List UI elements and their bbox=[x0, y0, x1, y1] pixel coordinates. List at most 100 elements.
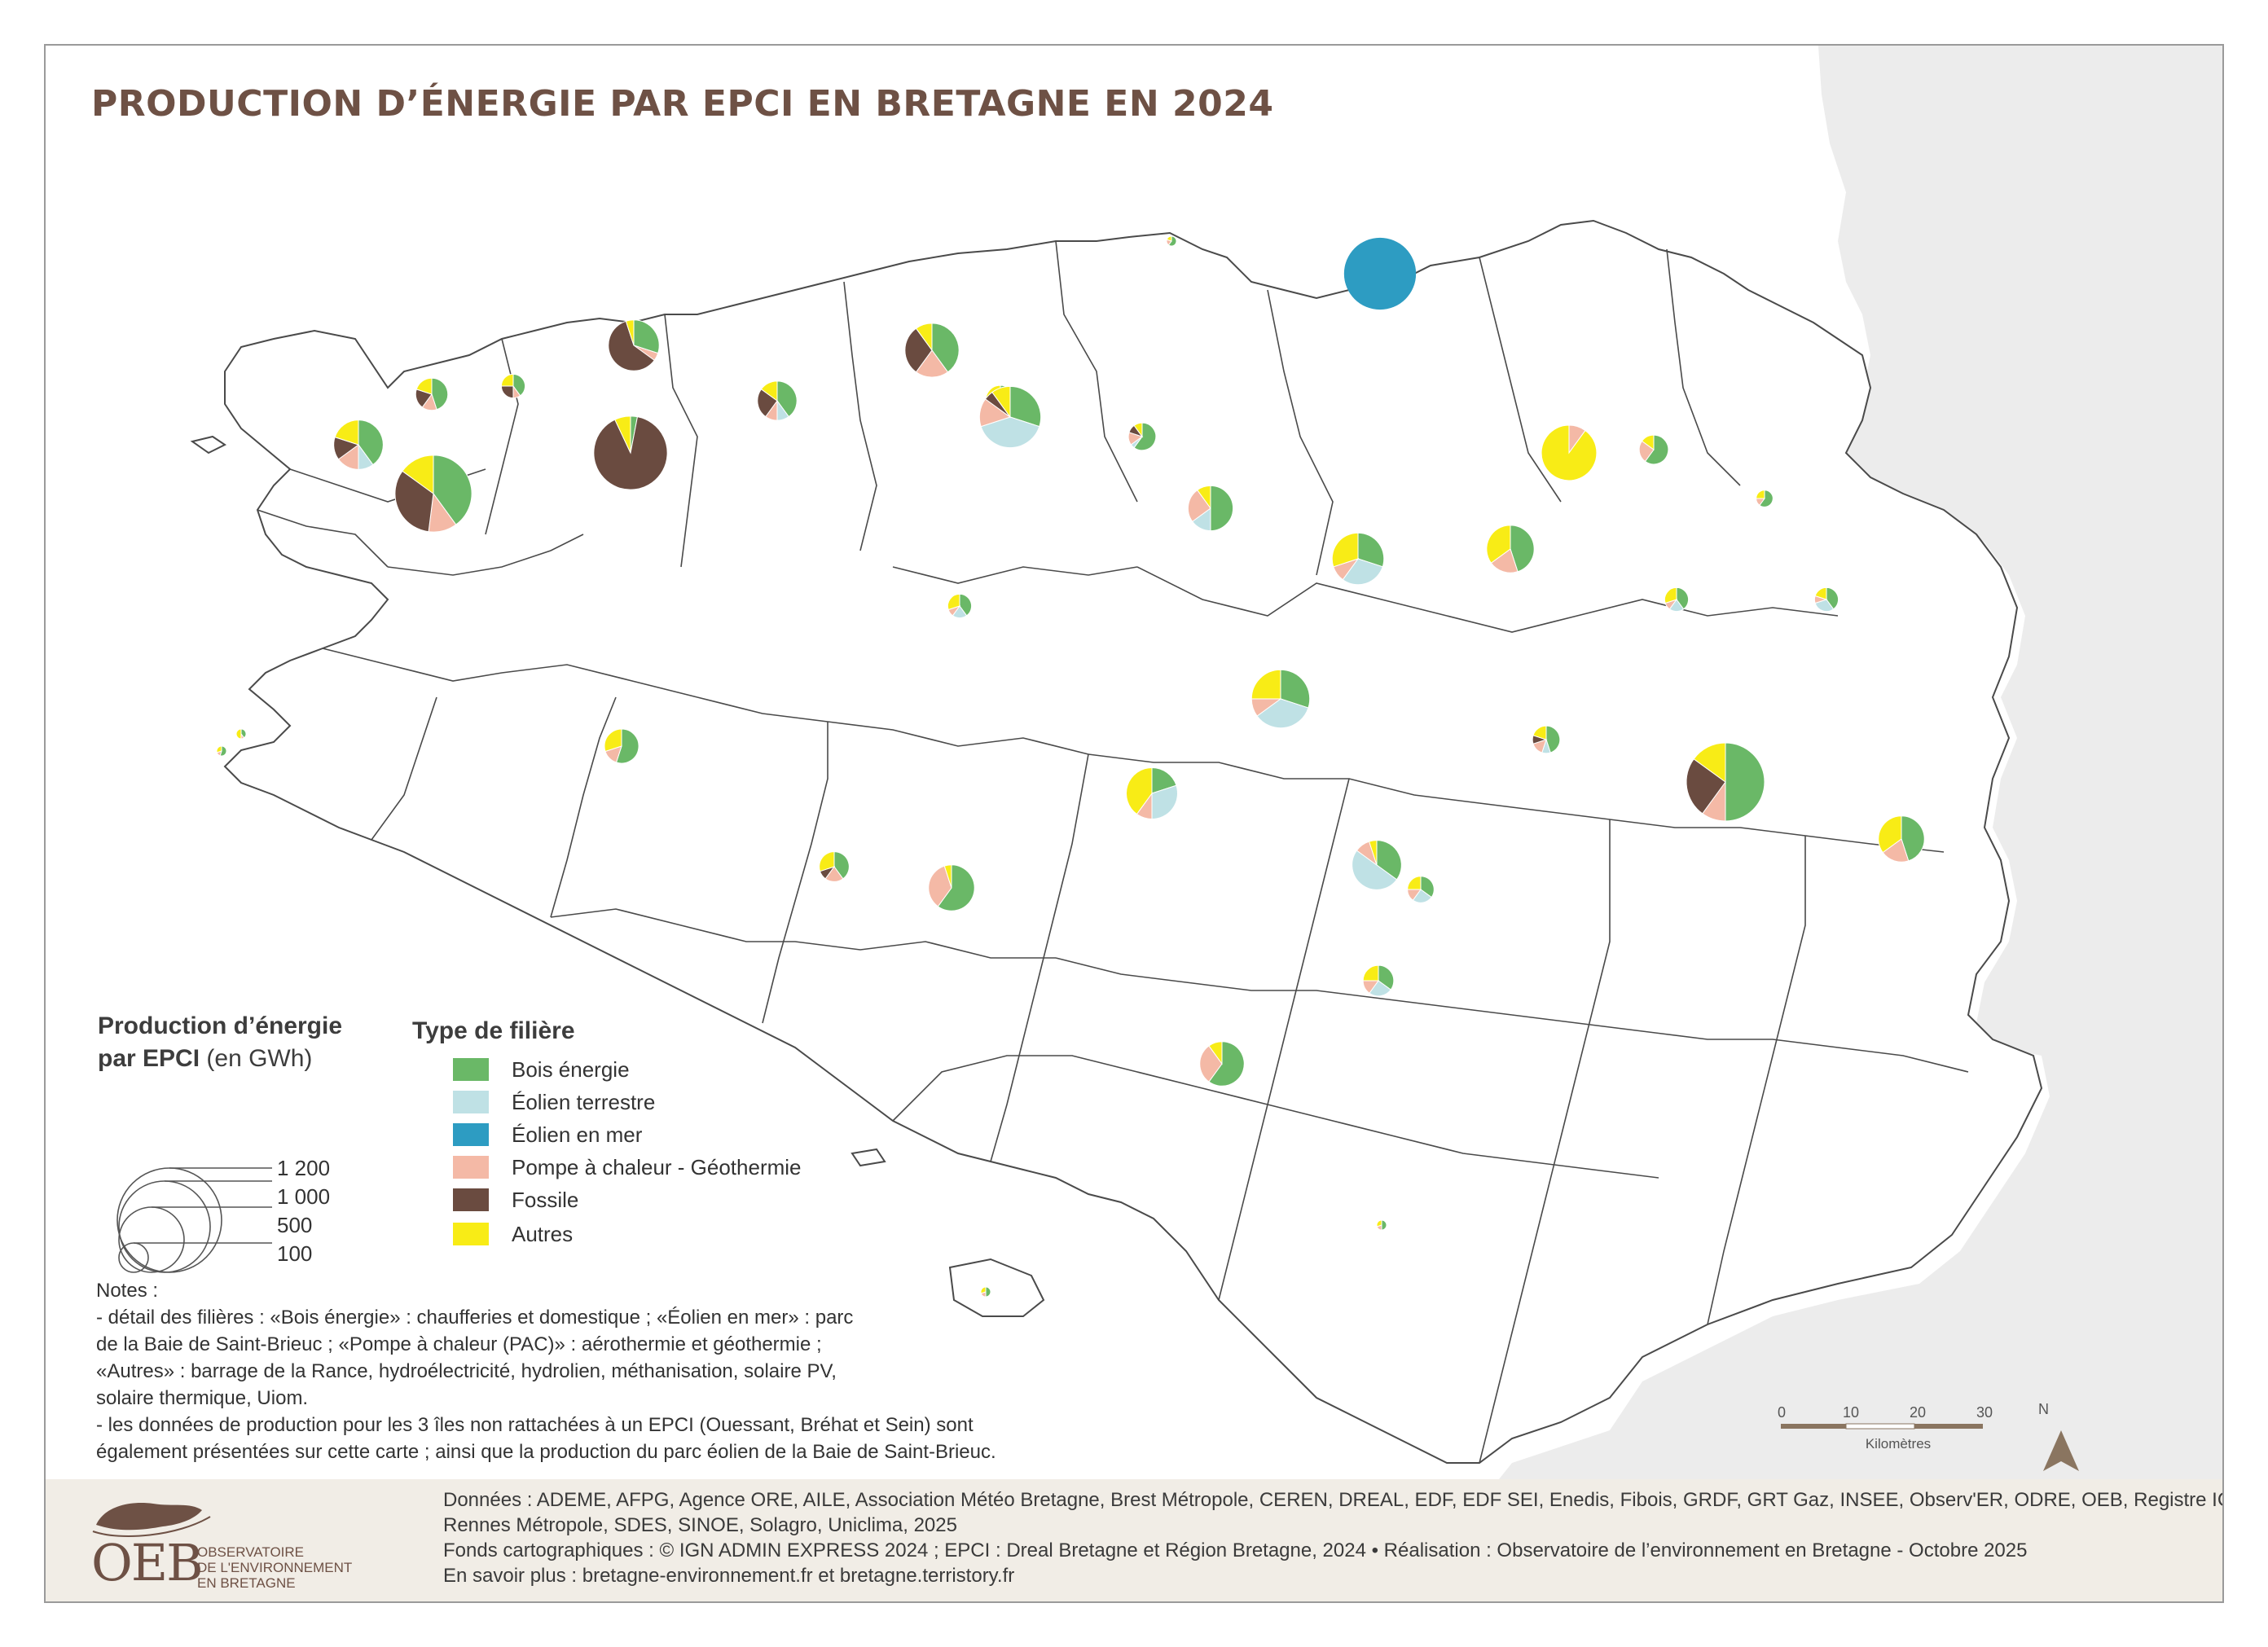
pie-slice-bois_energie bbox=[931, 323, 960, 373]
pie-slice-fossile bbox=[593, 416, 668, 490]
pie-ile-de-sein bbox=[235, 728, 247, 740]
pie-redon-agglomeration bbox=[1407, 876, 1435, 903]
pie-slice-bois_energie bbox=[1381, 1219, 1387, 1231]
size-label-1000: 1 000 bbox=[277, 1184, 331, 1209]
pie-slice-autres bbox=[1532, 725, 1547, 740]
pie-leff-armor bbox=[1127, 422, 1157, 451]
pie-morlaix-communaute bbox=[757, 380, 798, 421]
pie-slice-bois_energie bbox=[1826, 586, 1839, 610]
notes: Notes : - détail des filières : «Bois én… bbox=[96, 1277, 1171, 1465]
pie-slice-fossile bbox=[757, 389, 778, 418]
pie-slice-fossile bbox=[1686, 758, 1726, 815]
swatch-eolien-en-mer bbox=[453, 1123, 489, 1146]
pie-slice-pompe_a_chaleur bbox=[1187, 489, 1211, 522]
pie-slice-autres bbox=[604, 728, 622, 753]
pie-vitre-communaute bbox=[1878, 815, 1925, 863]
pie-slice-eolien_terrestre bbox=[980, 416, 1040, 449]
pie-slice-eolien_en_mer bbox=[1343, 237, 1417, 310]
scale-tick-10: 10 bbox=[1843, 1404, 1859, 1421]
pie-slice-autres bbox=[1814, 586, 1827, 600]
pie-slice-autres bbox=[1126, 766, 1153, 815]
pie-slice-autres bbox=[500, 373, 514, 387]
size-label-500: 500 bbox=[277, 1213, 313, 1237]
legend-item-eolien-en-mer: Éolien en mer bbox=[453, 1121, 642, 1149]
pie-saint-brieuc-armor bbox=[1187, 485, 1234, 532]
pie-slice-bois_energie bbox=[1280, 669, 1311, 709]
pie-lannion-tregor bbox=[904, 323, 960, 378]
pie-dinan-agglomeration bbox=[1486, 525, 1535, 573]
neighbor-land bbox=[1382, 46, 2222, 1601]
notes-line: Notes : bbox=[96, 1280, 159, 1302]
pie-slice-autres bbox=[1878, 815, 1902, 854]
pie-slice-autres bbox=[1693, 742, 1726, 783]
size-legend-unit: (en GWh) bbox=[206, 1045, 313, 1072]
swatch-bois-energie bbox=[453, 1058, 489, 1081]
credit-line: En savoir plus : bretagne-environnement.… bbox=[443, 1565, 1015, 1587]
north-arrow-icon bbox=[2043, 1430, 2079, 1471]
pie-slice-pompe_a_chaleur bbox=[915, 349, 949, 378]
pie-slice-bois_energie bbox=[1510, 525, 1535, 573]
pie-slice-autres bbox=[1376, 1219, 1382, 1228]
credit-line: Fonds cartographiques : © IGN ADMIN EXPR… bbox=[443, 1539, 2028, 1561]
pie-slice-bois_energie bbox=[1376, 840, 1402, 881]
pie-fougeres-agglomeration bbox=[1813, 586, 1839, 613]
pie-slice-fossile bbox=[904, 327, 933, 373]
island-ouessant bbox=[190, 435, 226, 455]
pie-rennes-metropole bbox=[1686, 742, 1765, 822]
notes-line: - les données de production pour les 3 î… bbox=[96, 1414, 974, 1436]
pie-slice-autres bbox=[1331, 532, 1359, 568]
logo-subtitle: OBSERVATOIRE DE L'ENVIRONNEMENT EN BRETA… bbox=[197, 1544, 353, 1591]
swatch-pompe-a-chaleur bbox=[453, 1156, 489, 1179]
pie-slice-autres bbox=[947, 593, 960, 611]
pie-slice-pompe_a_chaleur bbox=[1882, 838, 1910, 863]
pie-slice-autres bbox=[216, 745, 222, 753]
pie-saint-meen-montauban bbox=[1532, 725, 1561, 754]
pie-slice-bois_energie bbox=[512, 373, 526, 397]
north-arrow: N bbox=[2038, 1401, 2079, 1471]
pie-slice-bois_energie bbox=[1901, 815, 1925, 862]
credits: Données : ADEME, AFPG, Agence ORE, AILE,… bbox=[443, 1487, 2222, 1588]
pie-slice-autres bbox=[402, 455, 434, 494]
pie-slice-autres bbox=[1250, 669, 1281, 700]
swatch-eolien-terrestre bbox=[453, 1091, 489, 1113]
map-title: PRODUCTION D’ÉNERGIE PAR EPCI EN BRETAGN… bbox=[91, 83, 1274, 125]
pie-slice-bois_energie bbox=[1545, 725, 1561, 753]
map-canvas bbox=[116, 46, 2222, 1601]
pie-slice-pompe_a_chaleur bbox=[1490, 548, 1519, 573]
pie-ile-de-brehat bbox=[1166, 235, 1177, 247]
pie-centre-ouest-bretagne bbox=[947, 593, 973, 619]
pie-landerneau-daoulas bbox=[593, 415, 668, 490]
pie-slice-autres bbox=[334, 419, 359, 446]
scale-segment bbox=[1781, 1424, 1846, 1429]
scale-segment bbox=[1914, 1424, 1983, 1429]
swatch-autres bbox=[453, 1223, 489, 1245]
pie-pays-de-dol bbox=[1756, 490, 1774, 507]
pie-slice-autres bbox=[625, 319, 635, 346]
pie-slice-bois_energie bbox=[1644, 434, 1669, 465]
pie-slice-bois_energie bbox=[1009, 385, 1042, 428]
scale-bar: 0 10 20 30 Kilomètres bbox=[1778, 1404, 1993, 1452]
pie-layer bbox=[216, 235, 1925, 1298]
pie-slice-bois_energie bbox=[1357, 532, 1385, 568]
pie-slice-eolien_terrestre bbox=[1814, 599, 1835, 613]
legend-item-pompe-a-chaleur: Pompe à chaleur - Géothermie bbox=[453, 1153, 802, 1181]
pie-slice-bois_energie bbox=[833, 851, 850, 880]
legend-item-bois-energie: Bois énergie bbox=[453, 1056, 630, 1083]
pie-saint-malo-agglomeration bbox=[1541, 424, 1598, 481]
scale-tick-30: 30 bbox=[1976, 1404, 1993, 1421]
pie-slice-autres bbox=[943, 864, 952, 889]
pie-slice-autres bbox=[1166, 235, 1172, 242]
legend-item-fossile: Fossile bbox=[453, 1186, 578, 1214]
legend-item-eolien-terrestre: Éolien terrestre bbox=[453, 1088, 655, 1116]
pie-lamballe-terre-et-mer bbox=[1331, 532, 1385, 586]
pie-belle-ile bbox=[980, 1286, 991, 1298]
pie-slice-eolien_terrestre bbox=[1352, 850, 1398, 890]
pie-slice-eolien_terrestre bbox=[1151, 784, 1178, 820]
pie-slice-autres bbox=[1541, 424, 1598, 481]
pie-guingamp-paimpol bbox=[978, 385, 1042, 449]
pie-slice-pompe_a_chaleur bbox=[1199, 1045, 1223, 1083]
epci-boundaries bbox=[257, 240, 1969, 1464]
map-frame: PRODUCTION D’ÉNERGIE PAR EPCI EN BRETAGN… bbox=[44, 44, 2224, 1603]
size-legend-title-line1: Production d’énergie bbox=[98, 1012, 343, 1039]
pie-loudeac-communaute bbox=[1250, 669, 1311, 729]
